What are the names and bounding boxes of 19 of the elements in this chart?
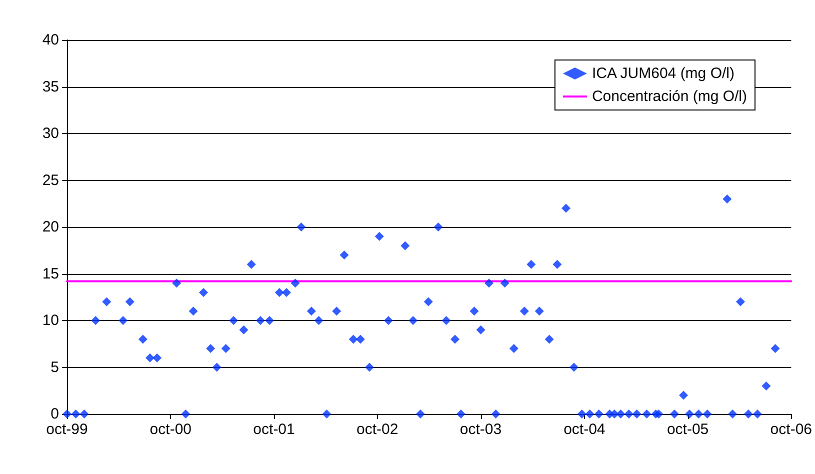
x-tick-label: oct-99 bbox=[46, 421, 88, 438]
x-tick-label: oct-01 bbox=[253, 421, 295, 438]
legend-label: Concentración (mg O/l) bbox=[592, 88, 748, 105]
y-tick-label: 20 bbox=[42, 218, 59, 236]
y-tick-label: 10 bbox=[42, 312, 59, 329]
x-tick-label: oct-03 bbox=[460, 421, 502, 438]
y-tick-label: 35 bbox=[42, 78, 59, 96]
y-tick-label: 40 bbox=[42, 32, 59, 48]
x-tick-label: oct-04 bbox=[564, 421, 606, 438]
y-tick-label: 0 bbox=[50, 406, 59, 422]
y-tick-label: 5 bbox=[50, 358, 59, 376]
legend-label: ICA JUM604 (mg O/l) bbox=[592, 65, 734, 82]
x-tick-label: oct-02 bbox=[356, 421, 398, 438]
y-tick-label: 15 bbox=[42, 265, 59, 282]
y-tick-label: 25 bbox=[42, 172, 59, 189]
y-tick-label: 30 bbox=[42, 125, 59, 142]
x-tick-label: oct-00 bbox=[150, 421, 192, 438]
x-tick-label: oct-05 bbox=[666, 421, 709, 438]
x-tick-label: oct-06 bbox=[770, 421, 812, 438]
